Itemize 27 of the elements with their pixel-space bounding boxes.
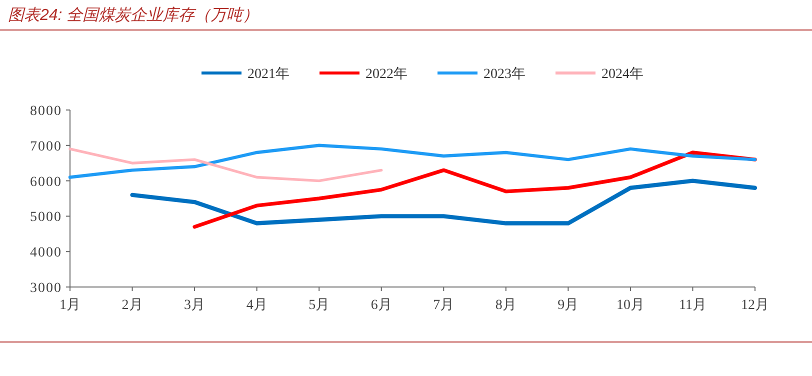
line-series [192, 150, 757, 229]
y-tick-label: 7000 [30, 139, 62, 154]
legend-label: 2021年 [248, 66, 290, 82]
x-tick-label: 7月 [433, 298, 454, 313]
x-tick-label: 2月 [122, 298, 143, 313]
x-tick-label: 4月 [246, 298, 268, 313]
x-tick-label: 8月 [495, 298, 516, 313]
legend-label: 2023年 [484, 66, 526, 82]
line-series [130, 178, 758, 226]
x-tick-label: 3月 [184, 298, 206, 313]
x-tick-label: 5月 [308, 298, 330, 313]
line-series [68, 148, 383, 182]
x-tick-label: 10月 [616, 298, 644, 313]
x-tick-label: 12月 [741, 298, 769, 313]
x-tick-label: 9月 [558, 298, 579, 313]
chart-title: 图表24: 全国煤炭企业库存（万吨） [8, 6, 259, 24]
legend-label: 2022年 [366, 66, 408, 82]
y-tick-label: 3000 [30, 281, 62, 296]
y-tick-label: 4000 [30, 246, 62, 261]
x-tick-label: 11月 [678, 298, 706, 313]
line-series [68, 144, 757, 179]
x-tick-label: 1月 [60, 298, 80, 313]
y-tick-label: 6000 [30, 174, 62, 190]
legend-label: 2024年 [602, 66, 644, 82]
y-tick-label: 8000 [30, 104, 62, 119]
x-tick-label: 6月 [370, 298, 392, 313]
y-tick-label: 5000 [30, 210, 62, 226]
